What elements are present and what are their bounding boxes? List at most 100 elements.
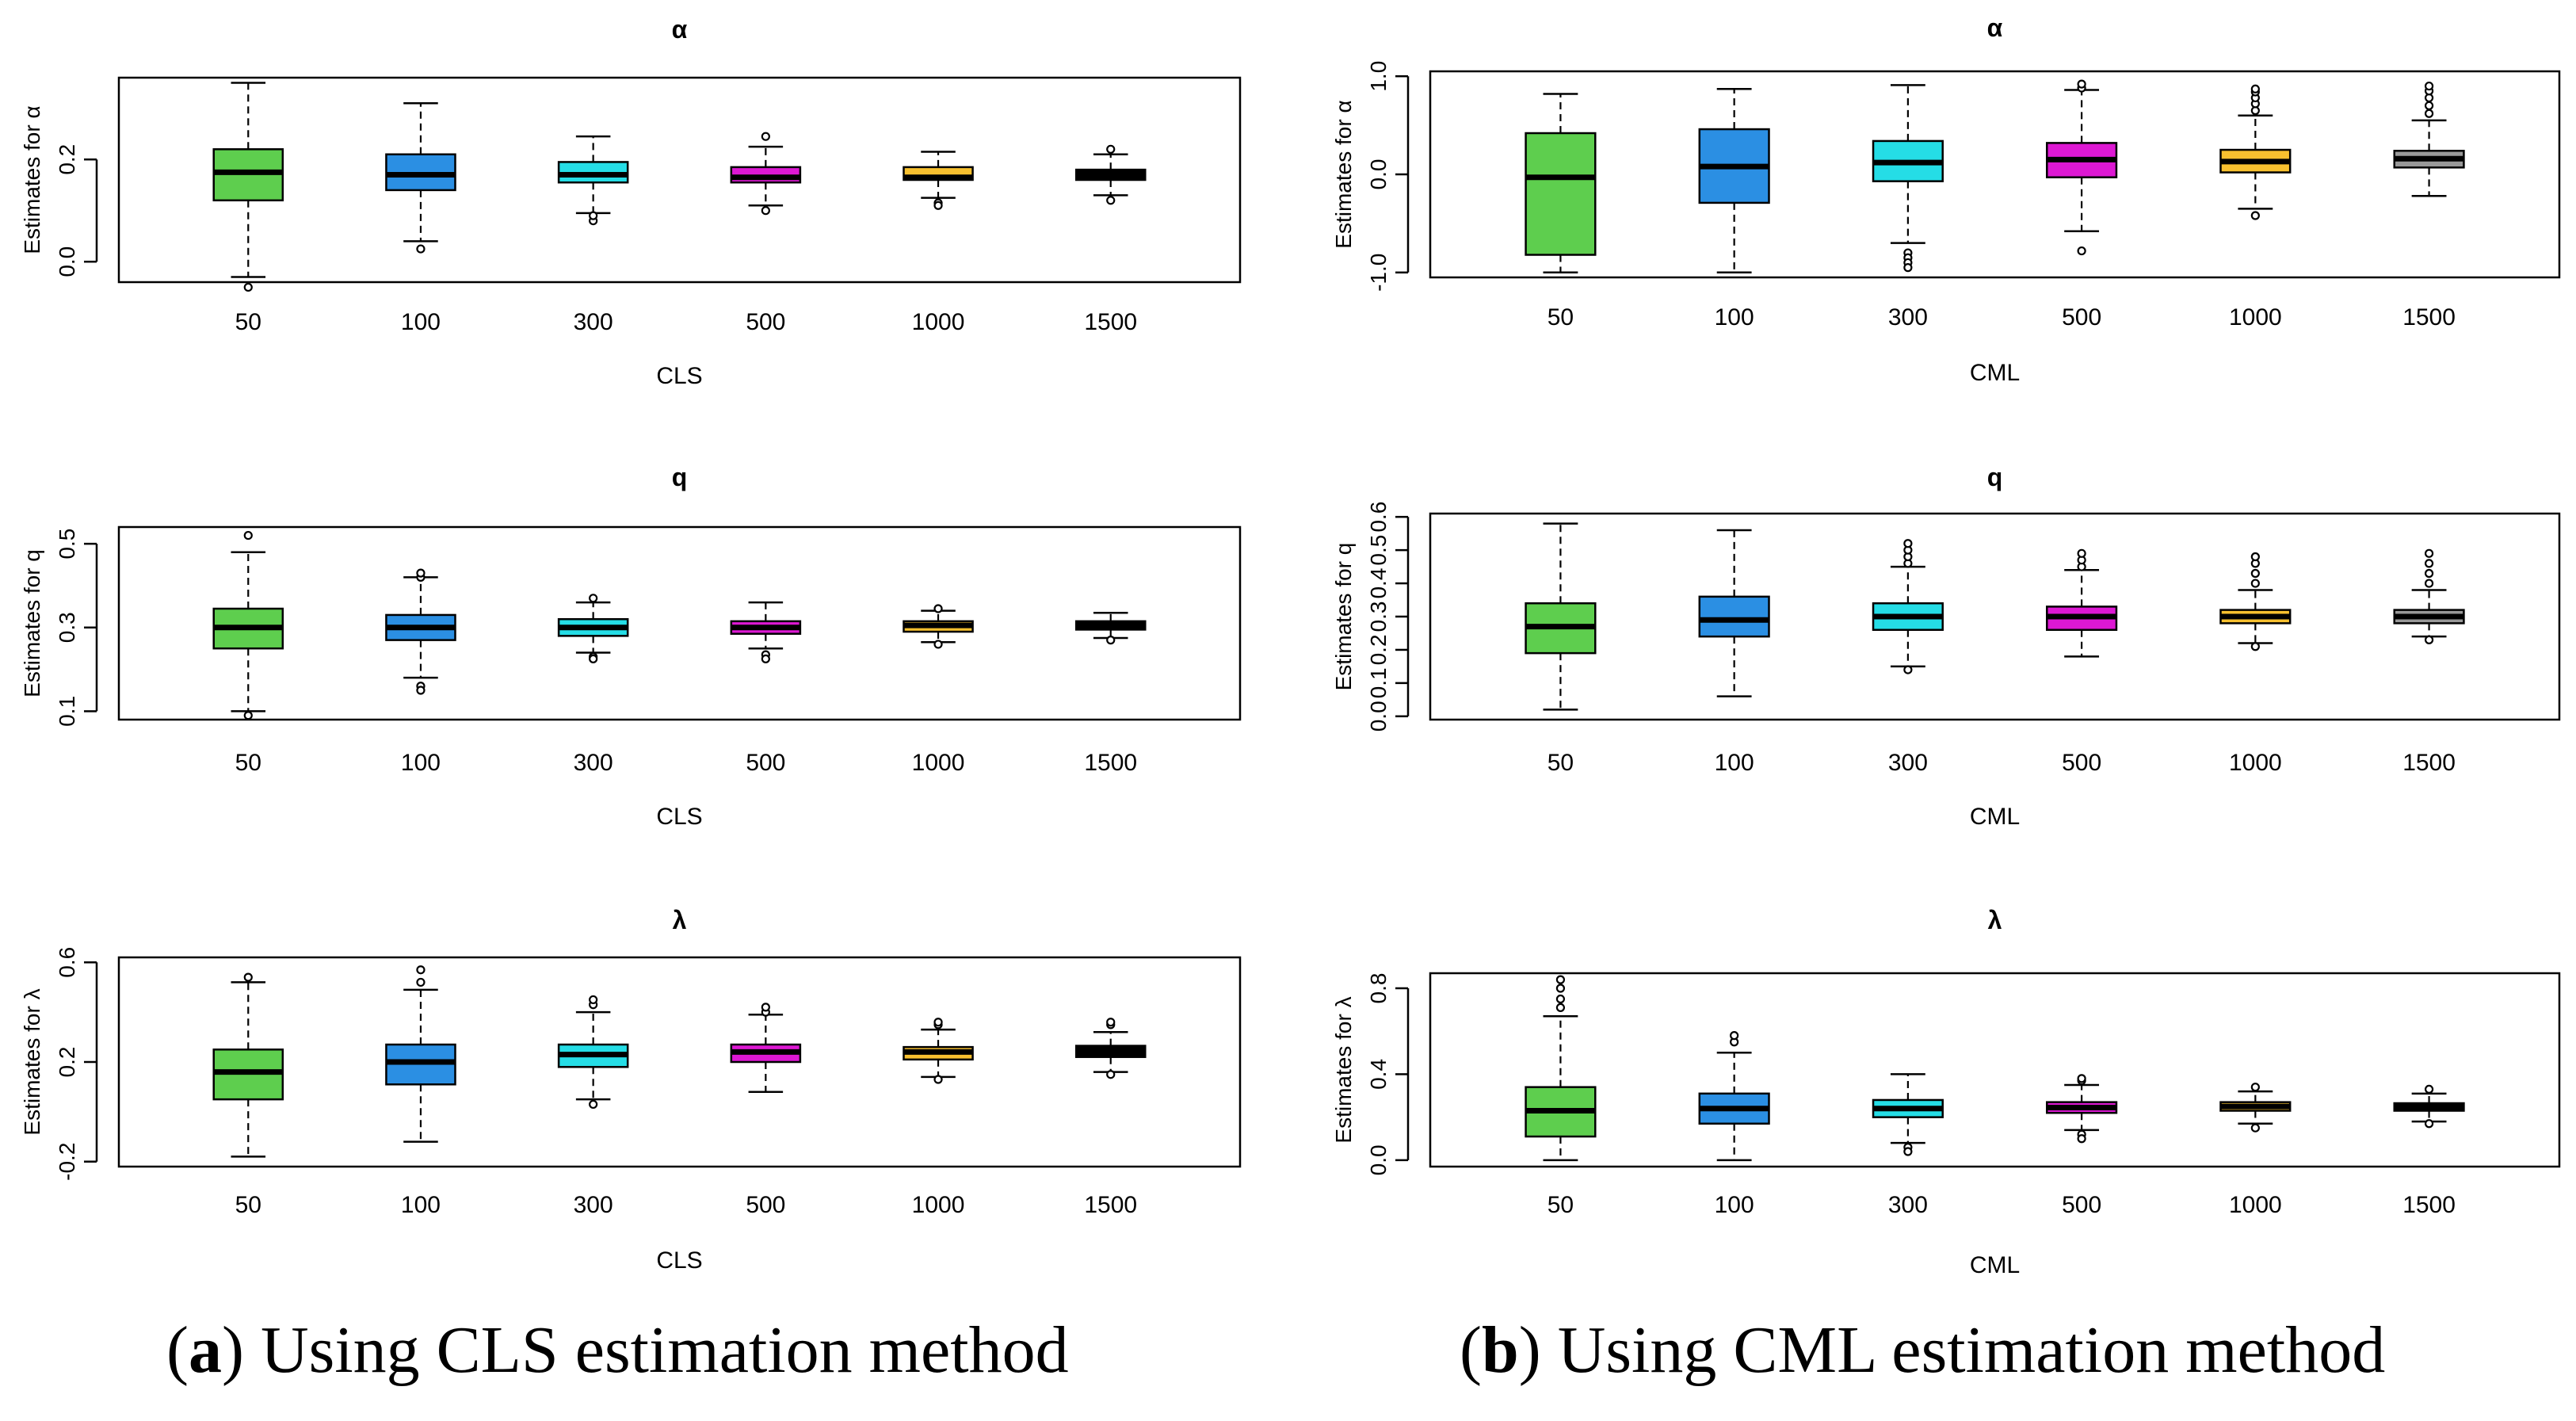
box-1000 xyxy=(903,1018,974,1084)
y-tick-label: 0.5 xyxy=(1366,535,1391,566)
outlier-point xyxy=(589,211,598,220)
x-tick-label: 50 xyxy=(235,1192,261,1218)
x-tick-label: 1000 xyxy=(2229,1192,2282,1218)
outlier-point xyxy=(1903,665,1913,674)
panel-title: λ xyxy=(1988,906,2002,934)
outlier-point xyxy=(1106,196,1116,205)
y-tick-label: 0.3 xyxy=(55,612,79,643)
x-tick-label: 1500 xyxy=(1084,309,1137,335)
box-500 xyxy=(2046,79,2118,256)
x-tick-label: 500 xyxy=(746,1192,785,1218)
box-300 xyxy=(557,995,629,1110)
box-100 xyxy=(385,102,456,254)
outlier-point xyxy=(1106,636,1116,645)
x-tick-label: 1000 xyxy=(912,750,965,776)
x-tick-label: 100 xyxy=(401,750,441,776)
outlier-point xyxy=(2077,548,2086,558)
x-tick-label: 50 xyxy=(1548,1192,1574,1218)
panel-title: λ xyxy=(673,906,687,934)
x-axis-label: CML xyxy=(1970,360,2020,386)
outlier-point xyxy=(2077,79,2086,89)
x-tick-label: 300 xyxy=(574,309,613,335)
outlier-point xyxy=(933,604,943,613)
outlier-point xyxy=(589,654,598,664)
box-1500 xyxy=(2393,81,2465,197)
box-50 xyxy=(1525,93,1597,274)
outlier-point xyxy=(2424,559,2434,568)
x-tick-label: 500 xyxy=(2062,750,2101,776)
y-tick-label: 0.2 xyxy=(1366,634,1391,665)
box-500 xyxy=(730,1003,802,1093)
x-tick-label: 300 xyxy=(1888,1192,1928,1218)
y-tick-label: 0.1 xyxy=(55,696,79,727)
x-tick-label: 100 xyxy=(1715,750,1754,776)
y-tick-label: 0.8 xyxy=(1366,973,1391,1004)
outlier-point xyxy=(2250,552,2260,562)
y-tick-label: 0.6 xyxy=(55,947,79,978)
plot-frame xyxy=(117,76,1242,284)
boxplot-panel-cml-q: q CML Estimates for q 0.0 0.10.20.3 0.40.50.6… xyxy=(1331,463,2561,830)
outlier-point xyxy=(416,686,426,695)
box-300 xyxy=(1872,539,1944,674)
caption-a-text: Using CLS estimation method xyxy=(260,1313,1069,1387)
y-axis-label: Estimates for λ xyxy=(20,988,44,1135)
x-axis-label: CML xyxy=(1970,804,2020,830)
plot-frame xyxy=(1429,70,2561,279)
box-1000 xyxy=(903,604,974,649)
box-500 xyxy=(2046,1074,2118,1144)
y-tick-label: 0.6 xyxy=(1366,502,1391,533)
x-tick-label: 500 xyxy=(746,309,785,335)
x-tick-label: 50 xyxy=(1548,304,1574,330)
outlier-point xyxy=(243,711,253,720)
x-axis-label: CLS xyxy=(656,363,702,389)
y-tick-label: 0.1 xyxy=(1366,667,1391,698)
y-tick-label: 0.2 xyxy=(55,1047,79,1078)
y-tick-label: 0.0 xyxy=(1366,1144,1391,1175)
x-tick-label: 1500 xyxy=(1084,1192,1137,1218)
outlier-point xyxy=(2424,1119,2434,1129)
panel-title: q xyxy=(1987,463,2003,491)
box-50 xyxy=(1525,522,1597,711)
outlier-point xyxy=(2250,579,2260,588)
outlier-point xyxy=(2424,579,2434,588)
box-1000 xyxy=(2219,552,2292,651)
box-100 xyxy=(1698,1031,1770,1162)
outlier-point xyxy=(2250,1083,2260,1092)
box-50 xyxy=(1525,975,1597,1162)
x-tick-label: 1000 xyxy=(2229,304,2282,330)
caption-a: (a) Using CLS estimation method xyxy=(166,1313,1069,1387)
box-1000 xyxy=(2219,1083,2292,1133)
box-100 xyxy=(1698,88,1770,274)
caption-b-text: Using CML estimation method xyxy=(1557,1313,2386,1387)
x-axis-label: CML xyxy=(1970,1252,2020,1278)
x-tick-label: 100 xyxy=(401,1192,441,1218)
box-500 xyxy=(730,601,802,664)
plot-frame xyxy=(117,525,1242,721)
outlier-point xyxy=(2250,642,2260,651)
x-tick-label: 50 xyxy=(235,750,261,776)
outlier-point xyxy=(933,1018,943,1027)
outlier-point xyxy=(1106,144,1116,154)
box-iqr xyxy=(1698,595,1770,638)
plot-frame xyxy=(117,956,1242,1168)
panel-title: α xyxy=(672,15,688,44)
outlier-point xyxy=(243,530,253,541)
y-tick-label: 0.0 xyxy=(1366,701,1391,732)
outlier-point xyxy=(933,201,943,210)
box-300 xyxy=(557,135,629,226)
x-tick-label: 100 xyxy=(401,309,441,335)
outlier-point xyxy=(243,282,253,292)
outlier-point xyxy=(589,594,598,603)
caption-b: (b) Using CML estimation method xyxy=(1460,1313,2386,1387)
box-1500 xyxy=(1074,612,1147,645)
boxplot-panel-cls-alpha: α CLS Estimates for α 0.0 0.2 50 100 300 500 1000… xyxy=(20,15,1242,389)
outlier-point xyxy=(2424,81,2434,91)
x-tick-label: 300 xyxy=(1888,750,1928,776)
outlier-point xyxy=(2424,568,2434,579)
box-iqr xyxy=(1525,132,1597,256)
outlier-point xyxy=(1903,539,1913,548)
outlier-point xyxy=(761,654,770,664)
x-tick-label: 300 xyxy=(574,1192,613,1218)
box-100 xyxy=(1698,529,1770,697)
